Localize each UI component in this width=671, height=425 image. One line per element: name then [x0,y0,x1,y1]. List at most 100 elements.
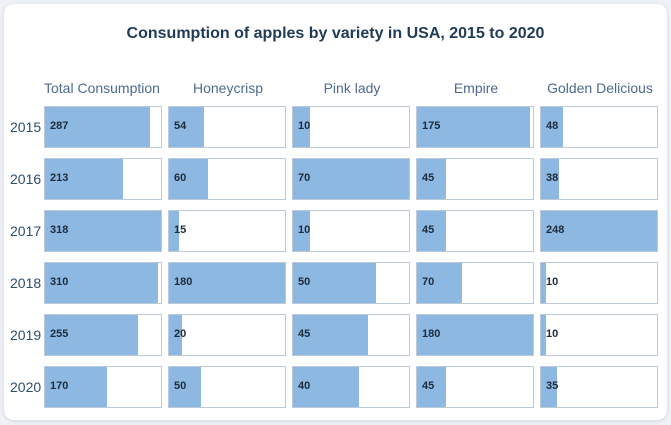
column-header-total-consumption: Total Consumption [44,80,160,96]
cell-2015-0: 287 [44,106,162,148]
bar-2017-1 [169,211,179,251]
bar-2019-1 [169,315,182,355]
value-label: 10 [298,224,311,236]
cell-2020-2: 40 [292,366,410,408]
bar-2016-3 [417,159,446,199]
value-label: 248 [546,224,565,236]
bar-2015-3 [417,107,530,147]
bar-2017-2 [293,211,310,251]
value-label: 60 [174,172,187,184]
bar-2015-1 [169,107,204,147]
bar-2018-0 [45,263,159,303]
value-label: 255 [50,328,69,340]
value-label: 175 [422,120,441,132]
value-label: 50 [174,380,187,392]
cell-2015-1: 54 [168,106,286,148]
bar-2020-3 [417,367,446,407]
value-label: 48 [546,120,559,132]
bar-2020-0 [45,367,107,407]
cell-2017-3: 45 [416,210,534,252]
cell-2018-4: 10 [540,262,658,304]
value-label: 50 [298,276,311,288]
bar-2018-1 [169,263,285,303]
cell-2018-1: 180 [168,262,286,304]
bar-2017-3 [417,211,446,251]
cell-2019-2: 45 [292,314,410,356]
value-label: 10 [546,276,559,288]
cell-2020-4: 35 [540,366,658,408]
bar-2018-4 [541,263,546,303]
value-label: 45 [422,224,435,236]
year-label-2015: 2015 [10,119,42,135]
bar-2017-4 [541,211,657,251]
value-label: 213 [50,172,69,184]
chart-title: Consumption of apples by variety in USA,… [126,25,545,42]
cell-2020-3: 45 [416,366,534,408]
cell-2020-1: 50 [168,366,286,408]
bar-2018-3 [417,263,463,303]
column-header-pink-lady: Pink lady [323,80,381,96]
cell-2019-4: 10 [540,314,658,356]
cell-2016-3: 45 [416,158,534,200]
cell-2017-2: 10 [292,210,410,252]
bar-2019-3 [417,315,533,355]
value-label: 15 [174,224,187,236]
cell-2019-3: 180 [416,314,534,356]
bar-2016-2 [293,159,409,199]
column-header-empire: Empire [453,80,499,96]
value-label: 45 [422,380,435,392]
year-label-2018: 2018 [10,275,42,291]
bar-2020-4 [541,367,558,407]
cell-2019-1: 20 [168,314,286,356]
value-label: 70 [422,276,435,288]
value-label: 70 [298,172,311,184]
cell-2018-2: 50 [292,262,410,304]
cell-2016-0: 213 [44,158,162,200]
cell-2016-1: 60 [168,158,286,200]
value-label: 180 [422,328,441,340]
value-label: 40 [298,380,311,392]
column-header-golden-delicious: Golden Delicious [547,80,653,96]
value-label: 310 [50,276,69,288]
bar-2020-2 [293,367,360,407]
cell-2018-0: 310 [44,262,162,304]
value-label: 20 [174,328,187,340]
cell-2020-0: 170 [44,366,162,408]
year-label-2016: 2016 [10,171,42,187]
value-label: 318 [50,224,69,236]
bar-2015-0 [45,107,150,147]
bar-2018-2 [293,263,376,303]
cell-2017-1: 15 [168,210,286,252]
value-label: 35 [546,380,559,392]
bar-2017-0 [45,211,161,251]
value-label: 170 [50,380,69,392]
bar-2016-1 [169,159,208,199]
cell-2017-0: 318 [44,210,162,252]
value-label: 10 [546,328,559,340]
column-header-honeycrisp: Honeycrisp [192,80,264,96]
year-label-2017: 2017 [10,223,42,239]
value-label: 45 [422,172,435,184]
cell-2015-3: 175 [416,106,534,148]
cell-2016-2: 70 [292,158,410,200]
bar-2019-2 [293,315,368,355]
bar-2015-2 [293,107,310,147]
cell-2017-4: 248 [540,210,658,252]
value-label: 287 [50,120,69,132]
value-label: 54 [174,120,187,132]
cell-2018-3: 70 [416,262,534,304]
bar-2016-0 [45,159,123,199]
value-label: 45 [298,328,311,340]
cell-2015-4: 48 [540,106,658,148]
value-label: 180 [174,276,193,288]
year-label-2020: 2020 [10,379,42,395]
cell-2019-0: 255 [44,314,162,356]
year-label-2019: 2019 [10,327,42,343]
bar-2016-4 [541,159,559,199]
bar-2019-0 [45,315,139,355]
bar-2020-1 [169,367,202,407]
bar-2015-4 [541,107,564,147]
bar-2019-4 [541,315,546,355]
value-label: 10 [298,120,311,132]
cell-2015-2: 10 [292,106,410,148]
